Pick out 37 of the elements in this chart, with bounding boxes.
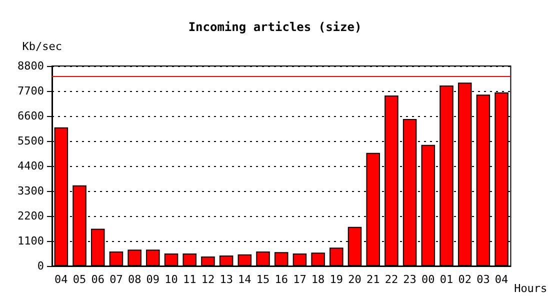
x-tick-label: 11 [182, 273, 196, 286]
x-tick-label: 22 [384, 273, 398, 286]
x-tick-label: 08 [128, 273, 142, 286]
y-tick-label: 0 [37, 260, 44, 272]
x-axis-title: Hours [514, 282, 548, 295]
y-tick-label: 2200 [18, 210, 44, 222]
y-tick-label: 3300 [18, 184, 44, 198]
x-tick-label: 12 [201, 273, 215, 286]
x-tick-label: 03 [476, 273, 490, 286]
y-tick-label: 4400 [18, 160, 44, 172]
x-tick-label: 02 [458, 273, 472, 286]
x-tick-label: 18 [311, 273, 325, 286]
x-tick-label: 17 [293, 273, 306, 286]
y-tick-label: 7700 [18, 84, 44, 98]
x-tick-label: 23 [403, 273, 416, 286]
x-tick-label: 14 [238, 273, 252, 286]
x-tick-label: 19 [330, 273, 344, 286]
x-tick-label: 04 [494, 273, 509, 286]
x-tick-label: 05 [72, 273, 86, 286]
y-tick-label: 8800 [18, 60, 44, 72]
y-axis-title: Kb/sec [22, 40, 62, 53]
x-tick-label: 13 [220, 273, 233, 286]
y-tick-label: 1100 [18, 234, 44, 248]
y-tick-label: 5500 [18, 134, 44, 148]
x-tick-label: 16 [274, 273, 288, 286]
x-tick-label: 00 [422, 273, 435, 286]
y-tick-label: 6600 [18, 110, 44, 122]
chart-title: Incoming articles (size) [188, 20, 362, 34]
x-tick-label: 15 [256, 273, 270, 286]
x-tick-label: 01 [440, 273, 454, 286]
x-tick-label: 21 [366, 273, 380, 286]
x-tick-label: 07 [110, 273, 123, 286]
x-tick-label: 10 [164, 273, 178, 286]
x-tick-label: 20 [348, 273, 362, 286]
x-tick-label: 06 [91, 273, 104, 286]
x-tick-label: 09 [146, 273, 160, 286]
x-tick-label: 04 [54, 273, 68, 286]
